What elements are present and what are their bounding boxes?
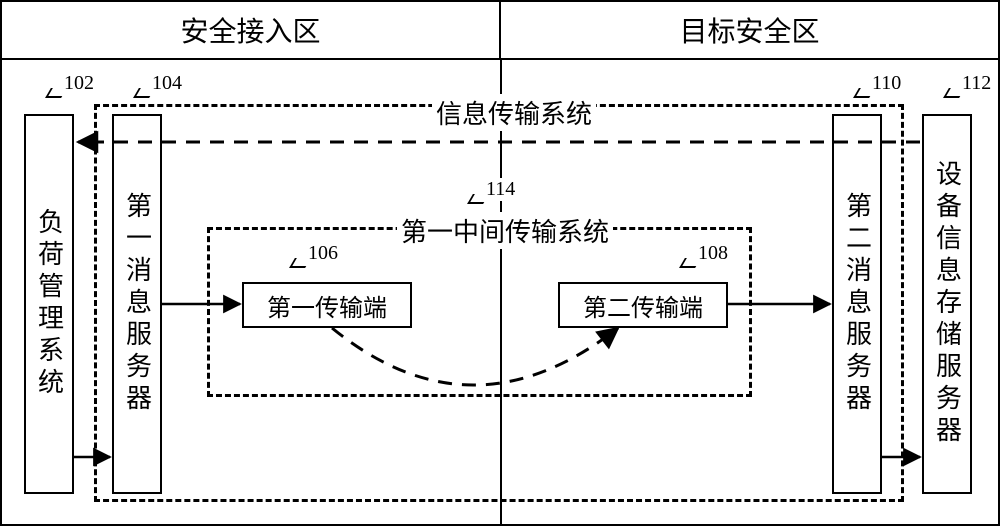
box-106-text: 第一传输端 bbox=[267, 288, 387, 323]
ref-114: 114 bbox=[484, 178, 517, 201]
ref-102: 102 bbox=[62, 72, 96, 95]
box-108-text: 第二传输端 bbox=[583, 288, 703, 323]
box-110-text: 第二消息服务器 bbox=[839, 192, 876, 416]
ref-104: 104 bbox=[150, 72, 184, 95]
outer-system-label: 信息传输系统 bbox=[432, 94, 596, 131]
header-right-text: 目标安全区 bbox=[679, 10, 819, 50]
ref-106: 106 bbox=[306, 242, 340, 265]
inner-system-label: 第一中间传输系统 bbox=[397, 212, 613, 249]
box-104-text: 第一消息服务器 bbox=[119, 192, 156, 416]
box-106: 第一传输端 bbox=[242, 282, 412, 328]
header-row: 安全接入区 目标安全区 bbox=[2, 2, 998, 60]
box-112: 设备信息存储服务器 bbox=[922, 114, 972, 494]
box-102-text: 负荷管理系统 bbox=[31, 208, 68, 400]
diagram-canvas: 安全接入区 目标安全区 信息传输系统 第一中间传输系统 114 负荷管理系统 1… bbox=[0, 0, 1000, 526]
header-left-cell: 安全接入区 bbox=[2, 2, 501, 58]
ref-110: 110 bbox=[870, 72, 903, 95]
box-112-text: 设备信息存储服务器 bbox=[929, 160, 966, 448]
header-left-text: 安全接入区 bbox=[180, 10, 320, 50]
box-110: 第二消息服务器 bbox=[832, 114, 882, 494]
ref-108: 108 bbox=[696, 242, 730, 265]
ref-112: 112 bbox=[960, 72, 993, 95]
header-right-cell: 目标安全区 bbox=[501, 2, 998, 58]
box-102: 负荷管理系统 bbox=[24, 114, 74, 494]
box-104: 第一消息服务器 bbox=[112, 114, 162, 494]
box-108: 第二传输端 bbox=[558, 282, 728, 328]
